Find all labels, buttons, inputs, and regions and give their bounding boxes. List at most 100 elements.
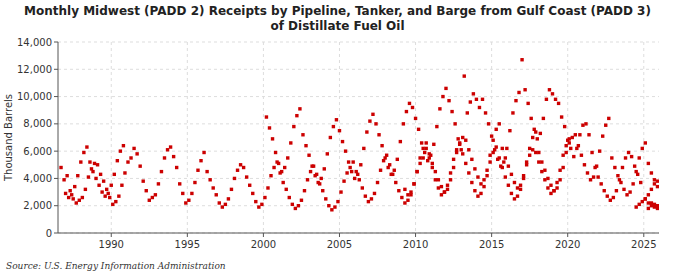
point bbox=[656, 185, 659, 188]
point bbox=[484, 111, 487, 114]
point bbox=[281, 181, 284, 184]
point bbox=[634, 205, 637, 208]
point bbox=[435, 125, 438, 128]
point bbox=[85, 145, 88, 148]
point bbox=[412, 182, 415, 185]
point bbox=[379, 169, 382, 172]
point bbox=[443, 190, 446, 193]
point bbox=[122, 144, 125, 147]
point bbox=[504, 175, 507, 178]
point bbox=[245, 175, 248, 178]
point bbox=[117, 194, 120, 197]
y-tick bbox=[54, 205, 58, 206]
point bbox=[120, 184, 123, 187]
point bbox=[199, 159, 202, 162]
point bbox=[332, 125, 335, 128]
point bbox=[417, 128, 420, 131]
point bbox=[163, 156, 166, 159]
point bbox=[119, 149, 122, 152]
y-tick-label: 10,000 bbox=[17, 91, 52, 102]
point bbox=[475, 98, 478, 101]
point bbox=[403, 201, 406, 204]
point bbox=[371, 113, 374, 116]
grid-line-y bbox=[58, 151, 659, 152]
point bbox=[615, 189, 618, 192]
point bbox=[432, 143, 435, 146]
point bbox=[531, 148, 534, 151]
point bbox=[313, 174, 316, 177]
point bbox=[546, 177, 549, 180]
point bbox=[460, 148, 463, 151]
grid-line-y bbox=[58, 233, 659, 234]
point bbox=[323, 167, 326, 170]
point bbox=[76, 174, 79, 177]
point bbox=[423, 151, 426, 154]
point bbox=[110, 184, 113, 187]
point bbox=[446, 188, 449, 191]
point bbox=[233, 177, 236, 180]
point bbox=[482, 178, 485, 181]
point bbox=[650, 171, 653, 174]
point bbox=[344, 149, 347, 152]
point bbox=[499, 164, 502, 167]
point bbox=[297, 204, 300, 207]
point bbox=[466, 111, 469, 114]
annotation: Source: U.S. Energy Information Administ… bbox=[6, 261, 226, 271]
point bbox=[633, 164, 636, 167]
point bbox=[545, 98, 548, 101]
point bbox=[263, 196, 266, 199]
point bbox=[265, 115, 268, 118]
point bbox=[111, 203, 114, 206]
point bbox=[356, 173, 359, 176]
point bbox=[634, 170, 637, 173]
point bbox=[555, 181, 558, 184]
point bbox=[638, 156, 641, 159]
point bbox=[62, 178, 65, 181]
point bbox=[458, 141, 461, 144]
point bbox=[540, 160, 543, 163]
point bbox=[280, 170, 283, 173]
point bbox=[338, 129, 341, 132]
y-tick bbox=[54, 42, 58, 43]
x-tick bbox=[187, 233, 188, 237]
point bbox=[516, 186, 519, 189]
point bbox=[239, 163, 242, 166]
point bbox=[607, 117, 610, 120]
point bbox=[362, 147, 365, 150]
point bbox=[81, 196, 84, 199]
y-tick-label: 0 bbox=[46, 228, 52, 239]
point bbox=[546, 186, 549, 189]
y-tick bbox=[54, 96, 58, 97]
point bbox=[359, 163, 362, 166]
point bbox=[108, 196, 111, 199]
point bbox=[68, 189, 71, 192]
point bbox=[406, 199, 409, 202]
point bbox=[376, 181, 379, 184]
point bbox=[558, 178, 561, 181]
point bbox=[656, 179, 659, 182]
point bbox=[514, 99, 517, 102]
point bbox=[437, 186, 440, 189]
point bbox=[390, 173, 393, 176]
point bbox=[519, 188, 522, 191]
point bbox=[393, 169, 396, 172]
point bbox=[190, 192, 193, 195]
point bbox=[339, 190, 342, 193]
point bbox=[586, 171, 589, 174]
point bbox=[537, 151, 540, 154]
point bbox=[493, 148, 496, 151]
x-tick-label: 2005 bbox=[327, 239, 352, 250]
x-tick bbox=[643, 233, 644, 237]
point bbox=[479, 192, 482, 195]
point bbox=[644, 197, 647, 200]
y-tick-label: 12,000 bbox=[17, 64, 52, 75]
point bbox=[320, 177, 323, 180]
point bbox=[408, 102, 411, 105]
point bbox=[511, 111, 514, 114]
point bbox=[65, 174, 68, 177]
point bbox=[396, 158, 399, 161]
point bbox=[175, 166, 178, 169]
point bbox=[157, 182, 160, 185]
x-axis-line bbox=[58, 233, 659, 234]
point bbox=[75, 201, 78, 204]
